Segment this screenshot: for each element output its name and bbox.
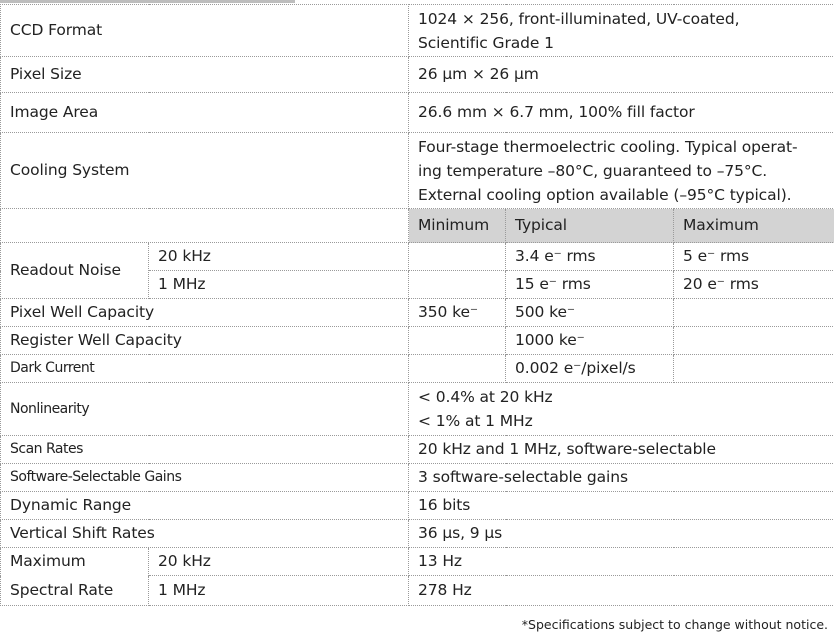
- table-row: Dark Current 0.002 e⁻/pixel/s: [0, 354, 834, 383]
- value-line: 1024 × 256, front-illuminated, UV-coated…: [418, 9, 740, 28]
- rate-label: 1 MHz: [147, 575, 410, 606]
- row-label: Readout Noise: [0, 242, 149, 299]
- max-value: [673, 326, 834, 355]
- min-value: [408, 270, 507, 299]
- max-value: [673, 298, 834, 327]
- footnote: *Specifications subject to change withou…: [521, 617, 828, 632]
- row-value: 26 μm × 26 μm: [408, 56, 834, 93]
- value-line: Scientific Grade 1: [418, 33, 554, 52]
- table-row: CCD Format 1024 × 256, front-illuminated…: [0, 4, 834, 57]
- row-value: 3 software-selectable gains: [408, 463, 834, 492]
- row-label: Pixel Size: [0, 56, 410, 93]
- value-line: External cooling option available (–95°C…: [418, 185, 792, 204]
- spec-table: CCD Format 1024 × 256, front-illuminated…: [0, 4, 834, 606]
- rate-label: 20 kHz: [147, 242, 410, 271]
- row-label: Spectral Rate: [0, 575, 149, 606]
- value-line: < 0.4% at 20 kHz: [418, 388, 553, 406]
- table-row: Vertical Shift Rates 36 μs, 9 μs: [0, 519, 834, 548]
- value-line: Four-stage thermoelectric cooling. Typic…: [418, 137, 798, 156]
- min-value: [408, 326, 507, 355]
- typ-value: 15 e⁻ rms: [505, 270, 675, 299]
- row-label: Scan Rates: [0, 435, 410, 464]
- table-row: Readout Noise 20 kHz 3.4 e⁻ rms 5 e⁻ rms: [0, 242, 834, 299]
- row-label: Software-Selectable Gains: [0, 463, 410, 492]
- table-row: Nonlinearity < 0.4% at 20 kHz < 1% at 1 M…: [0, 382, 834, 436]
- row-value: 1024 × 256, front-illuminated, UV-coated…: [408, 4, 834, 57]
- row-value: 20 kHz and 1 MHz, software-selectable: [408, 435, 834, 464]
- row-label: Nonlinearity: [0, 382, 410, 436]
- row-label: CCD Format: [0, 4, 410, 57]
- row-label: Cooling System: [0, 132, 410, 209]
- min-value: 350 ke⁻: [408, 298, 507, 327]
- row-label: Register Well Capacity: [0, 326, 410, 355]
- row-value: < 0.4% at 20 kHz < 1% at 1 MHz: [408, 382, 834, 436]
- rate-label: 1 MHz: [147, 270, 410, 299]
- table-row: Cooling System Four-stage thermoelectric…: [0, 132, 834, 209]
- table-row: Spectral Rate 1 MHz 278 Hz: [0, 575, 834, 606]
- table-row: Dynamic Range 16 bits: [0, 491, 834, 520]
- max-value: 20 e⁻ rms: [673, 270, 834, 299]
- row-label: Maximum: [0, 547, 149, 576]
- row-value: 26.6 mm × 6.7 mm, 100% fill factor: [408, 92, 834, 133]
- table-row: Scan Rates 20 kHz and 1 MHz, software-se…: [0, 435, 834, 464]
- header-minimum: Minimum: [408, 208, 507, 243]
- row-value: Four-stage thermoelectric cooling. Typic…: [408, 132, 834, 209]
- empty-cell: [0, 208, 410, 243]
- table-row: Image Area 26.6 mm × 6.7 mm, 100% fill f…: [0, 92, 834, 133]
- min-value: [408, 242, 507, 271]
- max-value: [673, 354, 834, 383]
- row-label: Dark Current: [0, 354, 410, 383]
- table-row: Register Well Capacity 1000 ke⁻: [0, 326, 834, 355]
- table-row: Software-Selectable Gains 3 software-sel…: [0, 463, 834, 492]
- table-row: Pixel Size 26 μm × 26 μm: [0, 56, 834, 93]
- column-header-row: Minimum Typical Maximum: [0, 208, 834, 243]
- table-row: Maximum 20 kHz 13 Hz: [0, 547, 834, 576]
- header-typical: Typical: [505, 208, 675, 243]
- value-line: < 1% at 1 MHz: [418, 412, 533, 430]
- max-value: 5 e⁻ rms: [673, 242, 834, 271]
- table-row: Pixel Well Capacity 350 ke⁻ 500 ke⁻: [0, 298, 834, 327]
- rate-label: 20 kHz: [147, 547, 410, 576]
- typ-value: 1000 ke⁻: [505, 326, 675, 355]
- row-label: Pixel Well Capacity: [0, 298, 410, 327]
- typ-value: 3.4 e⁻ rms: [505, 242, 675, 271]
- top-rule: [0, 0, 295, 3]
- row-value: 36 μs, 9 μs: [408, 519, 834, 548]
- row-label: Dynamic Range: [0, 491, 410, 520]
- row-value: 278 Hz: [408, 575, 834, 606]
- typ-value: 500 ke⁻: [505, 298, 675, 327]
- row-label: Image Area: [0, 92, 410, 133]
- min-value: [408, 354, 507, 383]
- row-label: Vertical Shift Rates: [0, 519, 410, 548]
- row-value: 16 bits: [408, 491, 834, 520]
- value-line: ing temperature –80°C, guaranteed to –75…: [418, 161, 768, 180]
- header-maximum: Maximum: [673, 208, 834, 243]
- typ-value: 0.002 e⁻/pixel/s: [505, 354, 675, 383]
- row-value: 13 Hz: [408, 547, 834, 576]
